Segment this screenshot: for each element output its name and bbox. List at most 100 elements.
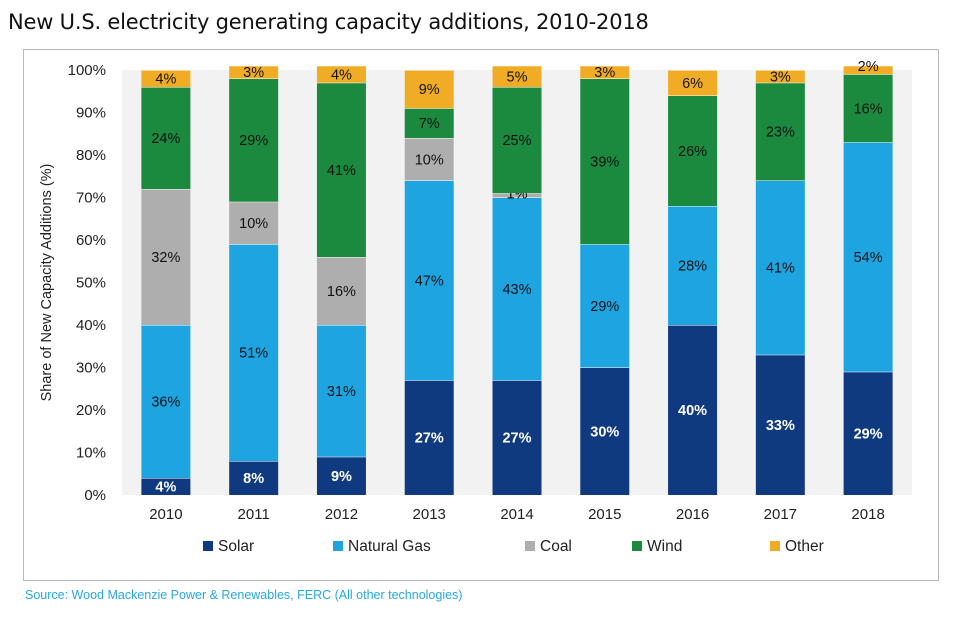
data-label: 27% (415, 431, 444, 447)
data-label: 40% (678, 403, 707, 419)
bar-segment-coal (316, 257, 366, 325)
bar-segment-wind (316, 82, 366, 257)
data-label: 29% (854, 426, 883, 442)
data-label: 25% (502, 133, 531, 149)
y-tick-label: 60% (76, 232, 106, 249)
source-note: Source: Wood Mackenzie Power & Renewable… (25, 588, 463, 602)
y-tick-label: 100% (68, 62, 106, 79)
bar-segment-other (492, 65, 542, 87)
data-label: 41% (327, 163, 356, 179)
data-label: 24% (151, 131, 180, 147)
bar-segment-solar (404, 380, 454, 495)
data-label: 16% (327, 284, 356, 300)
bar-segment-wind (492, 87, 542, 194)
bar-segment-solar (668, 325, 718, 495)
bar-segment-other (229, 65, 279, 79)
data-label: 9% (331, 469, 352, 485)
data-label: 33% (766, 418, 795, 434)
data-label: 27% (502, 431, 531, 447)
data-label: 7% (419, 116, 440, 132)
data-label: 10% (415, 152, 444, 168)
bar-segment-solar (580, 367, 630, 495)
x-tick-label: 2018 (851, 506, 884, 523)
x-tick-label: 2010 (149, 506, 182, 523)
bar-segment-solar (843, 371, 893, 495)
data-label: 4% (155, 480, 176, 496)
data-label: 5% (507, 69, 528, 85)
bar-segment-wind (668, 95, 718, 206)
data-label: 47% (415, 273, 444, 289)
x-tick-label: 2017 (764, 506, 797, 523)
bar-segment-solar (141, 478, 191, 495)
bar-segment-natural-gas (316, 325, 366, 457)
data-label: 4% (331, 67, 352, 83)
legend-swatch (333, 541, 343, 551)
y-tick-label: 20% (76, 402, 106, 419)
data-label: 31% (327, 384, 356, 400)
data-label: 23% (766, 125, 795, 141)
bar-segment-natural-gas (580, 244, 630, 368)
y-tick-label: 90% (76, 105, 106, 122)
bar-segment-natural-gas (755, 180, 805, 355)
bar-segment-coal (229, 201, 279, 245)
legend-label: Wind (647, 538, 682, 555)
bar-segment-natural-gas (668, 206, 718, 325)
bar-segment-other (316, 65, 366, 83)
chart-title: New U.S. electricity generating capacity… (8, 10, 649, 34)
y-axis-label: Share of New Capacity Additions (%) (39, 164, 55, 402)
data-label: 36% (151, 395, 180, 411)
legend-swatch (203, 541, 213, 551)
data-label: 3% (770, 69, 791, 85)
bar-segment-wind (755, 82, 805, 181)
bar-segment-solar (316, 456, 366, 495)
data-label: 9% (419, 82, 440, 98)
bar-segment-solar (229, 461, 279, 495)
legend-swatch (525, 541, 535, 551)
bar-segment-other (404, 70, 454, 109)
bar-segment-other (755, 70, 805, 83)
data-label: 3% (594, 65, 615, 81)
y-tick-label: 40% (76, 317, 106, 334)
x-tick-label: 2013 (413, 506, 446, 523)
data-label: 43% (502, 282, 531, 298)
data-label: 6% (682, 76, 703, 92)
data-label: 10% (239, 216, 268, 232)
bar-segment-natural-gas (141, 325, 191, 478)
bar-segment-coal (492, 193, 542, 198)
bar-segment-natural-gas (843, 142, 893, 372)
bar-segment-other (141, 70, 191, 87)
bar-segment-wind (229, 78, 279, 202)
y-tick-label: 0% (84, 487, 106, 504)
data-label: 32% (151, 250, 180, 266)
bar-segment-natural-gas (229, 244, 279, 461)
bar-segment-wind (141, 87, 191, 189)
legend-label: Other (785, 538, 824, 555)
data-label: 28% (678, 259, 707, 275)
legend-swatch (770, 541, 780, 551)
bar-segment-wind (404, 108, 454, 138)
bar-segment-wind (580, 78, 630, 245)
data-label: 41% (766, 261, 795, 277)
bar-segment-natural-gas (492, 197, 542, 381)
bar-segment-solar (755, 354, 805, 495)
bar-segment-other (843, 65, 893, 75)
legend-swatch (632, 541, 642, 551)
data-label: 3% (243, 65, 264, 81)
data-label: 8% (243, 471, 264, 487)
y-tick-label: 70% (76, 190, 106, 207)
bar-segment-natural-gas (404, 180, 454, 381)
bar-segment-coal (141, 189, 191, 325)
data-label: 29% (590, 299, 619, 315)
x-tick-label: 2012 (325, 506, 358, 523)
bar-segment-other (580, 65, 630, 79)
bar-segment-solar (492, 380, 542, 495)
data-label: 26% (678, 144, 707, 160)
legend-label: Solar (218, 538, 254, 555)
bar-segment-wind (843, 74, 893, 143)
x-tick-label: 2015 (588, 506, 621, 523)
data-label: 54% (854, 250, 883, 266)
y-tick-label: 50% (76, 275, 106, 292)
data-label: 30% (590, 424, 619, 440)
y-tick-label: 30% (76, 360, 106, 377)
